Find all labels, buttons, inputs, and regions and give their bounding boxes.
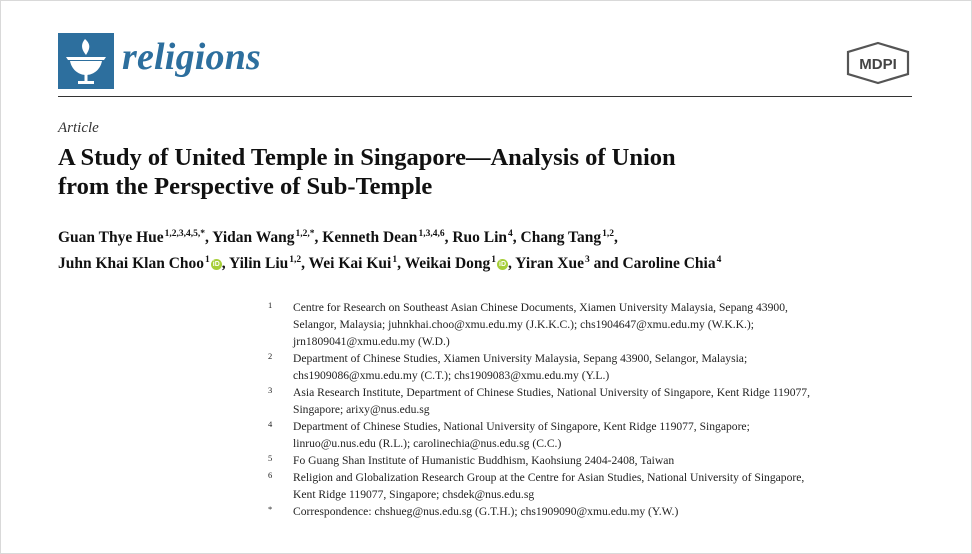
mdpi-hexagon-logo: MDPI bbox=[844, 41, 912, 85]
orcid-icon[interactable]: iD bbox=[497, 259, 509, 270]
affiliation-text: Department of Chinese Studies, Xiamen Un… bbox=[293, 352, 748, 365]
author-name: Guan Thye Hue bbox=[58, 229, 164, 246]
chalice-flame-icon bbox=[58, 33, 114, 89]
author-line-1: Guan Thye Hue1,2,3,4,5,*, Yidan Wang1,2,… bbox=[58, 229, 618, 246]
article-title-line-1: A Study of United Temple in Singapore—An… bbox=[58, 144, 676, 171]
author-name: Weikai Dong bbox=[404, 255, 491, 272]
header-divider bbox=[58, 96, 912, 97]
affiliation-text: linruo@u.nus.edu (R.L.); carolinechia@nu… bbox=[293, 437, 562, 450]
author-affil-sup: 1,3,4,6 bbox=[418, 229, 445, 239]
author-affil-sup: 4 bbox=[716, 255, 722, 265]
affiliation-text: Fo Guang Shan Institute of Humanistic Bu… bbox=[293, 454, 675, 467]
author-name: Ruo Lin bbox=[452, 229, 508, 246]
orcid-icon[interactable]: iD bbox=[210, 259, 222, 270]
author-affil-sup: 1 bbox=[205, 255, 210, 265]
journal-header: religions MDPI bbox=[58, 33, 912, 95]
affiliation-item: 3 Asia Research Institute, Department of… bbox=[268, 384, 928, 418]
author-name: Juhn Khai Klan Choo bbox=[58, 255, 205, 272]
affiliation-number: 2 bbox=[268, 351, 273, 361]
affiliation-text: Singapore; arixy@nus.edu.sg bbox=[293, 403, 430, 416]
author-affil-sup: 1,2,* bbox=[295, 229, 315, 239]
author-name: Wei Kai Kui bbox=[308, 255, 392, 272]
affiliation-list: 1 Centre for Research on Southeast Asian… bbox=[268, 299, 928, 520]
affiliation-text: Centre for Research on Southeast Asian C… bbox=[293, 301, 788, 314]
affiliation-text: Asia Research Institute, Department of C… bbox=[293, 386, 810, 399]
affiliation-item: 2 Department of Chinese Studies, Xiamen … bbox=[268, 350, 928, 384]
correspondence-text: Correspondence: chshueg@nus.edu.sg (G.T.… bbox=[293, 505, 679, 518]
author-list: Guan Thye Hue1,2,3,4,5,*, Yidan Wang1,2,… bbox=[58, 223, 938, 275]
author-affil-sup: 3 bbox=[584, 255, 590, 265]
affiliation-text: Selangor, Malaysia; juhnkhai.choo@xmu.ed… bbox=[293, 318, 754, 331]
author-affil-sup: 4 bbox=[508, 229, 513, 239]
affiliation-text: Kent Ridge 119077, Singapore; chsdek@nus… bbox=[293, 488, 535, 501]
affiliation-number: 1 bbox=[268, 300, 273, 310]
article-title: A Study of United Temple in Singapore—An… bbox=[58, 143, 918, 201]
affiliation-item: 4 Department of Chinese Studies, Nationa… bbox=[268, 418, 928, 452]
affiliation-number: 4 bbox=[268, 419, 273, 429]
affiliation-item: 1 Centre for Research on Southeast Asian… bbox=[268, 299, 928, 350]
affiliation-number: 5 bbox=[268, 453, 273, 463]
affiliation-number: 3 bbox=[268, 385, 273, 395]
author-affil-sup: 1,2 bbox=[289, 255, 302, 265]
affiliation-number: 6 bbox=[268, 470, 273, 480]
affiliation-text: jrn1809041@xmu.edu.my (W.D.) bbox=[293, 335, 450, 348]
author-affil-sup: 1 bbox=[491, 255, 497, 265]
affiliation-item: 5 Fo Guang Shan Institute of Humanistic … bbox=[268, 452, 928, 469]
affiliation-number: * bbox=[268, 504, 273, 514]
author-name: Yilin Liu bbox=[228, 255, 289, 272]
affiliation-text: Department of Chinese Studies, National … bbox=[293, 420, 750, 433]
author-name: Caroline Chia bbox=[622, 255, 716, 272]
affiliation-text: chs1909086@xmu.edu.my (C.T.); chs1909083… bbox=[293, 369, 610, 382]
publisher-name: MDPI bbox=[859, 56, 897, 73]
journal-name: religions bbox=[122, 36, 262, 78]
author-name: Yiran Xue bbox=[515, 255, 584, 272]
correspondence-item: * Correspondence: chshueg@nus.edu.sg (G.… bbox=[268, 503, 928, 520]
author-name: Kenneth Dean bbox=[322, 229, 418, 246]
author-affil-sup: 1,2 bbox=[602, 229, 614, 239]
author-affil-sup: 1 bbox=[392, 255, 398, 265]
author-line-2: Juhn Khai Klan Choo1 iD, Yilin Liu1,2, We… bbox=[58, 255, 722, 272]
article-title-line-2: from the Perspective of Sub-Temple bbox=[58, 173, 433, 200]
author-name: Yidan Wang bbox=[212, 229, 295, 246]
author-name: Chang Tang bbox=[520, 229, 602, 246]
affiliation-item: 6 Religion and Globalization Research Gr… bbox=[268, 469, 928, 503]
article-type: Article bbox=[58, 120, 99, 136]
author-affil-sup: 1,2,3,4,5,* bbox=[164, 229, 206, 239]
affiliation-text: Religion and Globalization Research Grou… bbox=[293, 471, 805, 484]
